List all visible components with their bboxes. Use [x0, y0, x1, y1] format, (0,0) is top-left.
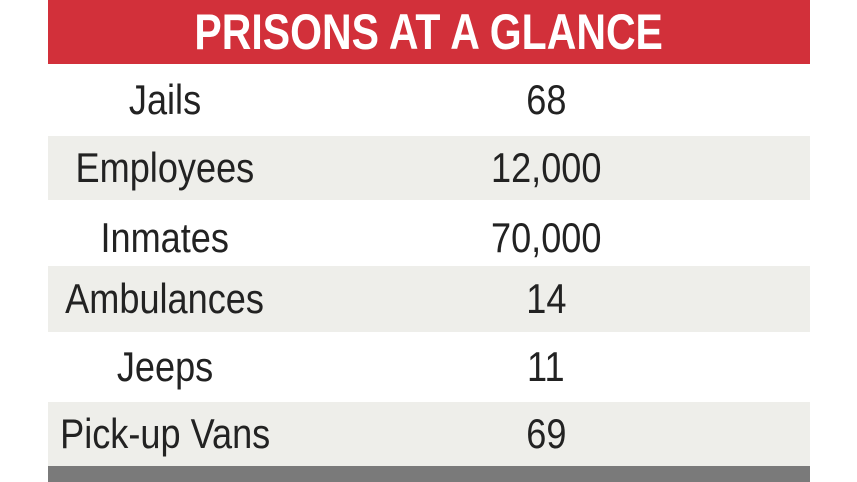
row-label: Employees: [75, 144, 255, 191]
table-row: Employees 12,000: [48, 136, 810, 200]
row-value: 14: [525, 275, 567, 322]
prisons-infographic: PRISONS AT A GLANCE Jails 68 Employees 1…: [48, 0, 810, 482]
row-label: Jails: [128, 76, 202, 123]
table-row: Inmates 70,000: [48, 200, 810, 266]
row-value: 11: [527, 343, 565, 390]
table-row: Pick-up Vans 69: [48, 402, 810, 466]
table-row: Jeeps 11: [48, 332, 810, 402]
table-row: Jails 68: [48, 64, 810, 136]
row-label: Inmates: [100, 214, 230, 261]
row-value: 12,000: [490, 144, 602, 191]
row-value: 68: [525, 76, 567, 123]
row-label: Jeeps: [116, 343, 214, 390]
row-value: 69: [525, 410, 567, 457]
row-value: 70,000: [490, 214, 602, 261]
footer-bar: [48, 466, 810, 482]
row-label: Pick-up Vans: [59, 410, 271, 457]
row-label: Ambulances: [65, 275, 265, 322]
stats-table: Jails 68 Employees 12,000 Inmates 70,000…: [48, 64, 810, 466]
title-banner: PRISONS AT A GLANCE: [48, 0, 810, 64]
chart-title: PRISONS AT A GLANCE: [194, 4, 664, 60]
table-row: Ambulances 14: [48, 266, 810, 332]
